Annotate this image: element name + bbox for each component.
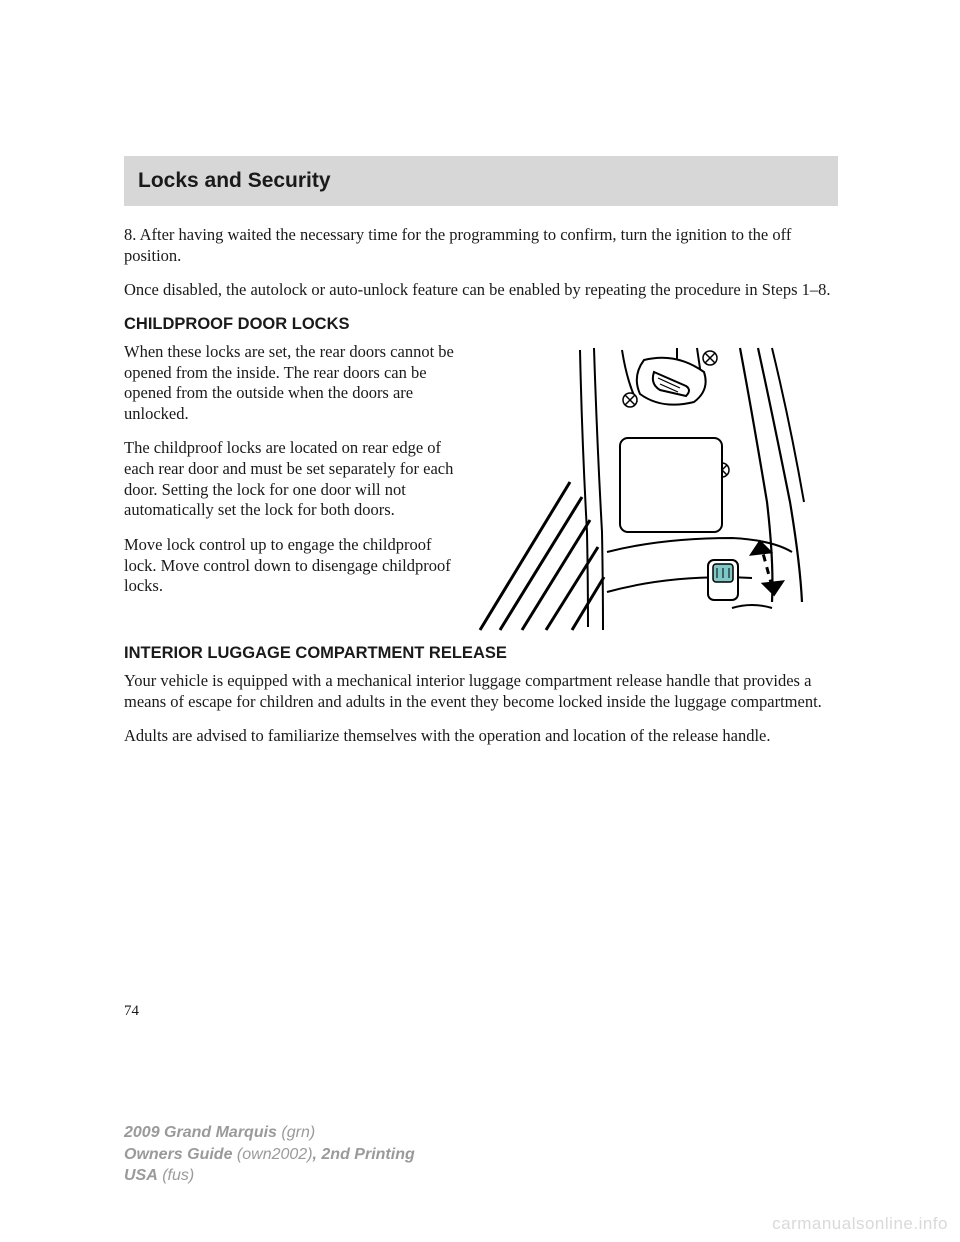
right-column: [472, 342, 838, 632]
childproof-lock-diagram: [472, 342, 822, 632]
page-root: Locks and Security 8. After having waite…: [0, 0, 960, 1242]
footer-region-code: (fus): [158, 1167, 194, 1184]
heading-childproof: CHILDPROOF DOOR LOCKS: [124, 315, 838, 334]
two-column-layout: When these locks are set, the rear doors…: [124, 342, 838, 632]
paragraph: Adults are advised to familiarize themse…: [124, 726, 838, 747]
footer-guide: Owners Guide: [124, 1146, 232, 1163]
page-number: 74: [124, 1003, 139, 1020]
paragraph: When these locks are set, the rear doors…: [124, 342, 454, 425]
footer-line-2: Owners Guide (own2002), 2nd Printing: [124, 1144, 415, 1166]
section-header-bar: Locks and Security: [124, 156, 838, 206]
watermark-text: carmanualsonline.info: [772, 1214, 948, 1234]
paragraph: 8. After having waited the necessary tim…: [124, 225, 838, 266]
heading-luggage-release: INTERIOR LUGGAGE COMPARTMENT RELEASE: [124, 644, 838, 663]
footer-guide-code: (own2002): [232, 1146, 312, 1163]
content-area: 8. After having waited the necessary tim…: [124, 225, 838, 761]
left-column: When these locks are set, the rear doors…: [124, 342, 454, 632]
footer-region: USA: [124, 1167, 158, 1184]
footer-line-3: USA (fus): [124, 1165, 415, 1187]
footer-printing: 2nd Printing: [321, 1146, 414, 1163]
footer-line-1: 2009 Grand Marquis (grn): [124, 1122, 415, 1144]
section-header-title: Locks and Security: [138, 169, 331, 193]
footer-model-code: (grn): [277, 1124, 315, 1141]
paragraph: Once disabled, the autolock or auto-unlo…: [124, 280, 838, 301]
paragraph: The childproof locks are located on rear…: [124, 438, 454, 521]
footer-block: 2009 Grand Marquis (grn) Owners Guide (o…: [124, 1122, 415, 1187]
paragraph: Your vehicle is equipped with a mechanic…: [124, 671, 838, 712]
footer-model: 2009 Grand Marquis: [124, 1124, 277, 1141]
paragraph: Move lock control up to engage the child…: [124, 535, 454, 597]
